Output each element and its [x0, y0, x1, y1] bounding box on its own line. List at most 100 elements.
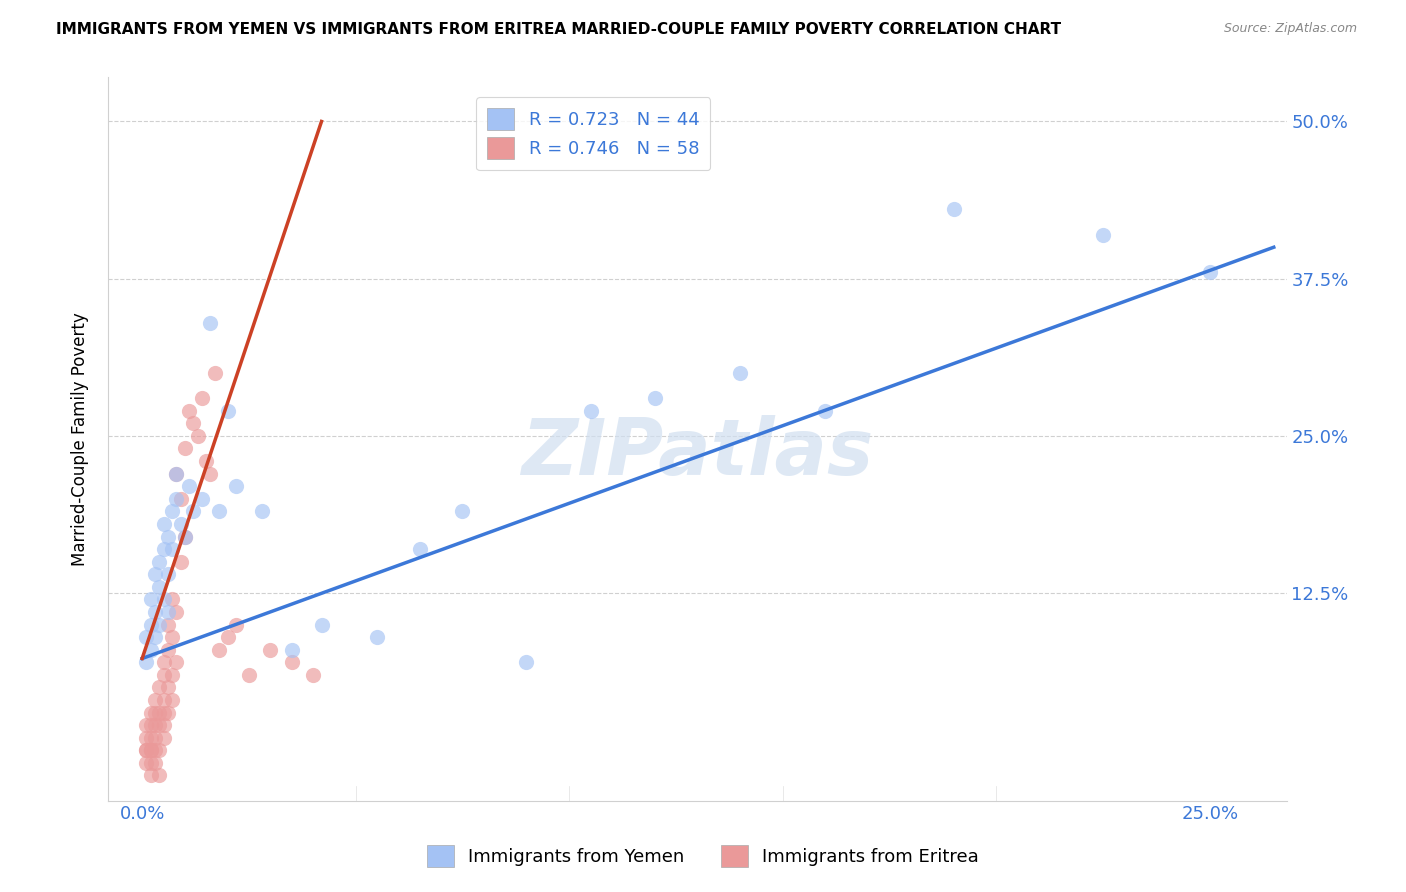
Point [152, 516, 174, 531]
Point [143, 567, 166, 582]
Point [160, 693, 183, 707]
Point [148, 555, 170, 569]
Point [152, 655, 174, 669]
Point [191, 491, 214, 506]
Point [139, 743, 162, 757]
Point [139, 743, 162, 757]
Point [139, 756, 162, 770]
Point [143, 756, 166, 770]
Point [644, 391, 666, 405]
Point [942, 202, 965, 217]
Point [259, 642, 281, 657]
Point [156, 681, 179, 695]
Point [148, 681, 170, 695]
Point [160, 592, 183, 607]
Point [135, 718, 157, 732]
Point [143, 630, 166, 644]
Point [143, 743, 166, 757]
Text: ZIPatlas: ZIPatlas [522, 416, 873, 491]
Point [156, 617, 179, 632]
Point [148, 718, 170, 732]
Point [169, 516, 191, 531]
Point [173, 529, 195, 543]
Y-axis label: Married-Couple Family Poverty: Married-Couple Family Poverty [72, 312, 89, 566]
Point [311, 617, 333, 632]
Point [165, 467, 187, 481]
Point [160, 504, 183, 518]
Point [156, 567, 179, 582]
Point [217, 403, 239, 417]
Point [187, 429, 209, 443]
Point [143, 731, 166, 745]
Point [814, 403, 837, 417]
Point [225, 617, 247, 632]
Point [183, 504, 205, 518]
Point [139, 642, 162, 657]
Point [160, 668, 183, 682]
Point [148, 706, 170, 720]
Point [156, 605, 179, 619]
Point [135, 630, 157, 644]
Point [179, 403, 201, 417]
Point [280, 655, 302, 669]
Point [143, 706, 166, 720]
Point [183, 417, 205, 431]
Point [148, 617, 170, 632]
Point [135, 655, 157, 669]
Point [135, 743, 157, 757]
Point [366, 630, 388, 644]
Point [208, 504, 231, 518]
Point [148, 580, 170, 594]
Point [152, 592, 174, 607]
Point [152, 718, 174, 732]
Point [160, 542, 183, 557]
Point [225, 479, 247, 493]
Point [139, 617, 162, 632]
Point [165, 491, 187, 506]
Point [135, 756, 157, 770]
Point [139, 768, 162, 782]
Point [191, 391, 214, 405]
Point [148, 768, 170, 782]
Point [165, 467, 187, 481]
Point [1091, 227, 1114, 242]
Point [195, 454, 218, 468]
Legend: Immigrants from Yemen, Immigrants from Eritrea: Immigrants from Yemen, Immigrants from E… [420, 838, 986, 874]
Point [156, 706, 179, 720]
Point [156, 529, 179, 543]
Point [169, 555, 191, 569]
Point [204, 366, 226, 380]
Point [135, 731, 157, 745]
Point [728, 366, 751, 380]
Point [135, 743, 157, 757]
Point [160, 630, 183, 644]
Point [200, 316, 222, 330]
Point [139, 706, 162, 720]
Text: Source: ZipAtlas.com: Source: ZipAtlas.com [1223, 22, 1357, 36]
Point [143, 605, 166, 619]
Point [173, 529, 195, 543]
Point [152, 542, 174, 557]
Point [579, 403, 602, 417]
Point [173, 442, 195, 456]
Point [169, 491, 191, 506]
Point [156, 642, 179, 657]
Point [515, 655, 537, 669]
Point [250, 504, 273, 518]
Point [165, 605, 187, 619]
Point [152, 731, 174, 745]
Point [139, 718, 162, 732]
Point [152, 693, 174, 707]
Legend: R = 0.723   N = 44, R = 0.746   N = 58: R = 0.723 N = 44, R = 0.746 N = 58 [477, 97, 710, 170]
Point [139, 592, 162, 607]
Point [280, 642, 302, 657]
Point [409, 542, 432, 557]
Point [143, 718, 166, 732]
Point [302, 668, 325, 682]
Point [238, 668, 260, 682]
Point [148, 743, 170, 757]
Point [152, 668, 174, 682]
Point [165, 655, 187, 669]
Point [217, 630, 239, 644]
Point [143, 693, 166, 707]
